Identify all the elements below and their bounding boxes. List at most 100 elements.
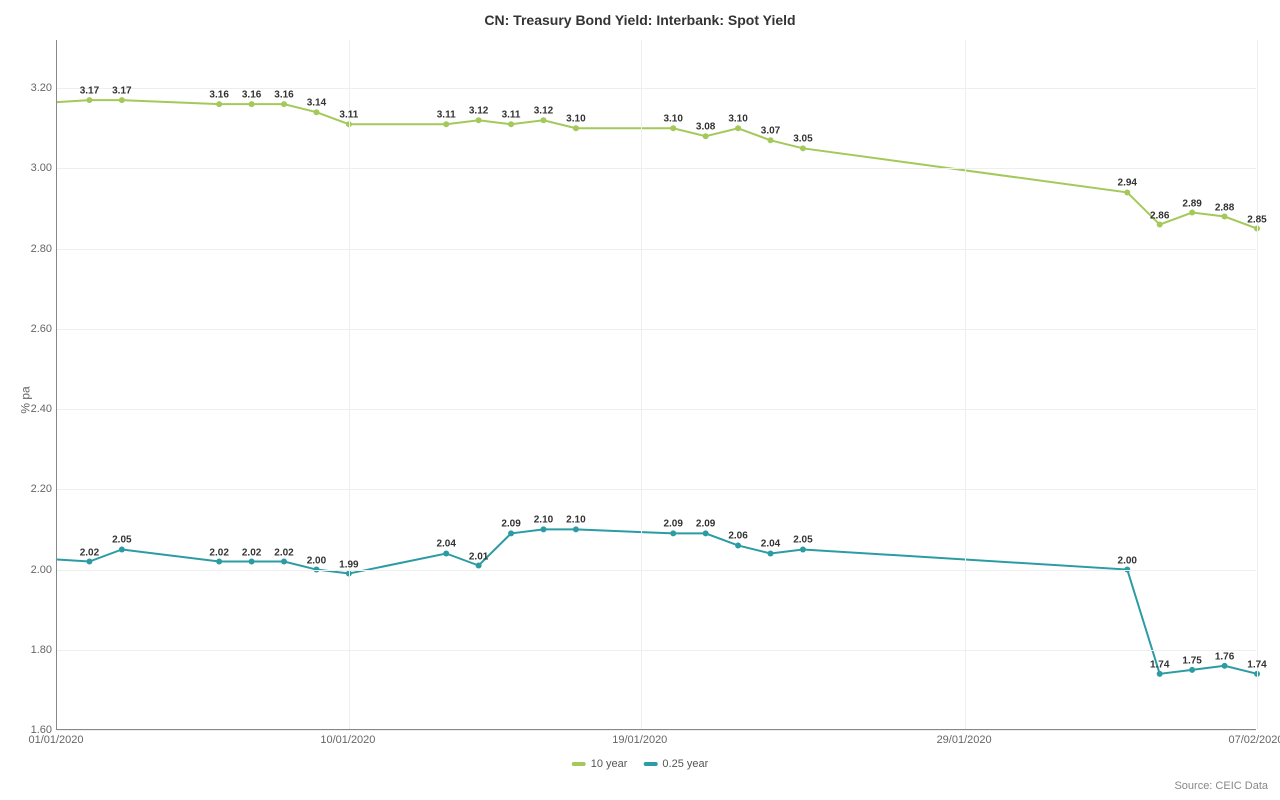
data-label: 2.85 <box>1247 214 1266 225</box>
data-label: 2.89 <box>1182 198 1201 209</box>
marker-025y <box>119 546 125 552</box>
y-tick-label: 1.80 <box>31 644 52 656</box>
data-label: 2.09 <box>501 519 520 530</box>
marker-10y <box>735 125 741 131</box>
data-label: 2.01 <box>469 551 488 562</box>
data-label: 3.05 <box>793 134 812 145</box>
y-tick-label: 2.20 <box>31 483 52 495</box>
marker-10y <box>119 97 125 103</box>
marker-10y <box>86 97 92 103</box>
marker-10y <box>1222 214 1228 220</box>
data-label: 2.10 <box>534 515 553 526</box>
marker-10y <box>216 101 222 107</box>
data-label: 3.12 <box>469 106 488 117</box>
data-label: 2.02 <box>242 547 261 558</box>
marker-025y <box>735 542 741 548</box>
legend-swatch-10y <box>572 762 586 766</box>
data-label: 2.09 <box>696 519 715 530</box>
data-label: 2.09 <box>663 519 682 530</box>
data-label: 2.06 <box>728 531 747 542</box>
data-label: 3.16 <box>242 90 261 101</box>
marker-10y <box>1189 210 1195 216</box>
chart-title: CN: Treasury Bond Yield: Interbank: Spot… <box>0 0 1280 28</box>
data-label: 3.07 <box>761 126 780 137</box>
y-tick-label: 2.60 <box>31 323 52 335</box>
source-text: Source: CEIC Data <box>1174 780 1268 792</box>
legend-item-10y: 10 year <box>572 758 628 770</box>
marker-025y <box>768 550 774 556</box>
plot-area: 3.173.173.163.163.163.143.113.113.123.11… <box>56 40 1256 730</box>
marker-025y <box>670 530 676 536</box>
data-label: 2.05 <box>112 535 131 546</box>
data-label: 2.02 <box>274 547 293 558</box>
marker-10y <box>800 145 806 151</box>
data-label: 2.10 <box>566 515 585 526</box>
data-label: 3.10 <box>566 114 585 125</box>
data-label: 3.17 <box>80 86 99 97</box>
marker-025y <box>800 546 806 552</box>
gridline-h <box>57 570 1256 571</box>
gridline-h <box>57 329 1256 330</box>
x-tick-label: 07/02/2020 <box>1228 734 1280 746</box>
marker-025y <box>1157 671 1163 677</box>
marker-10y <box>249 101 255 107</box>
y-tick-label: 2.40 <box>31 403 52 415</box>
data-label: 2.02 <box>209 547 228 558</box>
marker-10y <box>443 121 449 127</box>
marker-10y <box>573 125 579 131</box>
data-label: 2.02 <box>80 547 99 558</box>
marker-025y <box>508 530 514 536</box>
line-025y <box>57 529 1257 673</box>
marker-10y <box>508 121 514 127</box>
data-label: 2.86 <box>1150 210 1169 221</box>
marker-10y <box>313 109 319 115</box>
legend-label-10y: 10 year <box>591 758 628 770</box>
data-label: 3.14 <box>307 98 326 109</box>
marker-025y <box>216 559 222 565</box>
marker-10y <box>703 133 709 139</box>
data-label: 3.11 <box>502 110 521 121</box>
gridline-h <box>57 650 1256 651</box>
data-label: 1.99 <box>339 559 358 570</box>
marker-10y <box>540 117 546 123</box>
data-label: 3.16 <box>209 90 228 101</box>
gridline-h <box>57 249 1256 250</box>
gridline-h <box>57 168 1256 169</box>
marker-025y <box>476 563 482 569</box>
line-10y <box>57 100 1257 228</box>
data-label: 1.74 <box>1150 660 1169 671</box>
data-label: 2.04 <box>436 539 455 550</box>
marker-025y <box>573 526 579 532</box>
data-label: 2.88 <box>1215 202 1234 213</box>
gridline-v <box>641 40 642 729</box>
data-label: 1.75 <box>1182 656 1201 667</box>
data-label: 2.00 <box>1118 555 1137 566</box>
y-tick-label: 3.00 <box>31 162 52 174</box>
data-label: 3.11 <box>339 110 358 121</box>
x-tick-label: 10/01/2020 <box>320 734 375 746</box>
data-label: 2.00 <box>307 555 326 566</box>
data-label: 3.17 <box>112 86 131 97</box>
legend-swatch-025y <box>643 762 657 766</box>
x-tick-label: 01/01/2020 <box>28 734 83 746</box>
legend-item-025y: 0.25 year <box>643 758 708 770</box>
marker-10y <box>1124 189 1130 195</box>
legend: 10 year 0.25 year <box>572 758 709 770</box>
marker-025y <box>86 559 92 565</box>
marker-025y <box>281 559 287 565</box>
gridline-v <box>349 40 350 729</box>
marker-10y <box>768 137 774 143</box>
data-label: 1.74 <box>1247 660 1266 671</box>
data-label: 2.94 <box>1118 178 1137 189</box>
data-label: 3.10 <box>663 114 682 125</box>
gridline-h <box>57 489 1256 490</box>
chart-svg <box>57 40 1256 729</box>
data-label: 3.08 <box>696 122 715 133</box>
gridline-h <box>57 88 1256 89</box>
marker-025y <box>540 526 546 532</box>
legend-label-025y: 0.25 year <box>662 758 708 770</box>
data-label: 3.10 <box>728 114 747 125</box>
y-tick-label: 2.80 <box>31 243 52 255</box>
marker-025y <box>703 530 709 536</box>
marker-025y <box>1222 663 1228 669</box>
